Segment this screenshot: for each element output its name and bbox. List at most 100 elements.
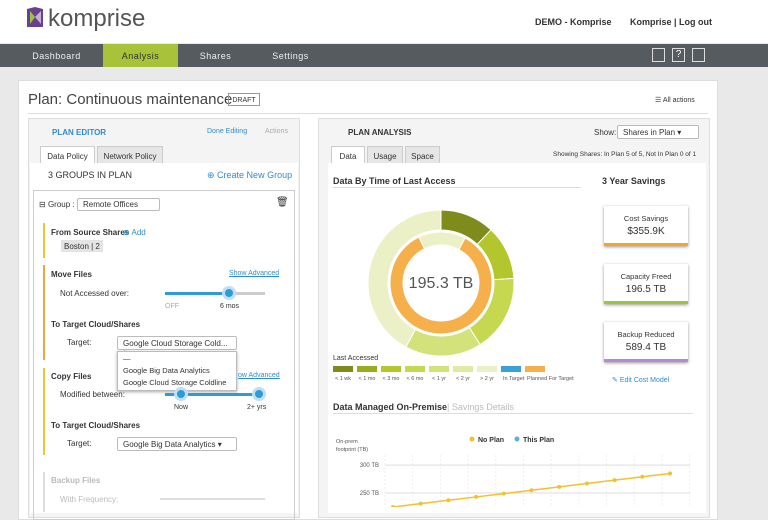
range-min: Now [174, 404, 189, 411]
tab[interactable]: Usage [367, 146, 403, 163]
savings-card [604, 206, 688, 246]
savings-title: 3 Year Savings [602, 176, 666, 186]
point [640, 474, 645, 479]
card-value: 196.5 TB [625, 284, 667, 295]
point [418, 501, 423, 506]
point [474, 494, 479, 499]
donut-segment [367, 209, 442, 348]
show-advanced[interactable]: ow Advanced [238, 372, 280, 379]
group-label-text: Group [47, 200, 71, 209]
actions[interactable]: Actions [265, 128, 288, 135]
section-bar [43, 368, 45, 455]
tab[interactable]: Space [405, 146, 440, 163]
nav-item[interactable]: Shares [199, 51, 232, 61]
frequency: With Frequency: [60, 495, 119, 504]
dropdown-option[interactable]: — [123, 354, 131, 363]
legend-dot [469, 436, 475, 442]
trash-icon[interactable]: 🗑 [276, 197, 289, 208]
done-editing[interactable]: Done Editing [207, 128, 248, 135]
legend-label: < 3 mo [383, 376, 400, 382]
slider-min: OFF [165, 303, 179, 310]
card-label: Cost Savings [623, 214, 669, 223]
target-select[interactable]: Google Cloud Storage Cold... ▾ [117, 336, 237, 357]
user-menu[interactable]: Komprise | Log out [630, 17, 713, 27]
help-icon[interactable]: ? [672, 48, 685, 62]
showing-text: Showing Shares: In Plan 5 of 5, Not In P… [553, 151, 697, 158]
legend-swatch [429, 366, 449, 372]
legend-swatch [453, 366, 473, 372]
backup-files: Backup Files [51, 476, 101, 485]
tab[interactable]: Data Policy [40, 146, 95, 163]
slider-fill [165, 292, 229, 295]
savings-details[interactable]: | Savings Details [447, 402, 514, 412]
nav-item[interactable]: Settings [272, 51, 309, 61]
plan-title: Plan: Continuous maintenance [28, 91, 233, 108]
legend-label: No Plan [478, 437, 504, 444]
modified-between: Modified between: [60, 390, 125, 399]
range-knob[interactable] [174, 387, 188, 401]
card-label: Capacity Freed [620, 272, 672, 281]
legend-label: < 2 yr [456, 376, 470, 382]
chat-icon[interactable] [692, 48, 705, 62]
edit-cost-model[interactable]: ✎ Edit Cost Model [612, 377, 670, 384]
show-advanced[interactable]: Show Advanced [229, 270, 280, 277]
y-axis-label: footprint (TB) [336, 447, 368, 453]
status-badge: DRAFT [228, 93, 260, 106]
add-share[interactable]: ⊕ Add [123, 228, 146, 237]
dropdown-option[interactable]: Google Big Data Analytics [123, 366, 210, 375]
y-axis-label: On-prem [336, 439, 358, 445]
card-value: $355.9K [627, 226, 665, 237]
group-label: ⊟ Group : [39, 200, 75, 209]
group-name-input[interactable]: Remote Offices [77, 198, 160, 211]
all-actions[interactable]: ☰ All actions [655, 97, 695, 104]
section-bar [43, 265, 45, 360]
line-title: Data Managed On-Premise [333, 402, 448, 412]
share-chip: Boston | 2 [61, 240, 103, 252]
slider-knob[interactable] [222, 286, 236, 300]
legend-label: < 6 mo [407, 376, 424, 382]
savings-card [604, 322, 688, 362]
bell-icon[interactable] [652, 48, 665, 62]
savings-details-text: Savings Details [451, 402, 514, 412]
header [0, 0, 768, 43]
slider-track [160, 498, 265, 500]
y-tick-label: 300 TB [360, 463, 379, 469]
dropdown-option[interactable]: Google Cloud Storage Coldline [123, 378, 227, 387]
divider [333, 187, 581, 188]
show-select[interactable]: Shares in Plan ▾ [617, 125, 699, 139]
point [501, 491, 506, 496]
point [584, 481, 589, 486]
range-max: 2+ yrs [247, 404, 267, 411]
legend-swatch [405, 366, 425, 372]
legend-title: Last Accessed [333, 355, 378, 362]
copy-files: Copy Files [51, 372, 92, 381]
show-label: Show: [594, 128, 617, 137]
target-value: Google Big Data Analytics [123, 440, 216, 449]
nav-item[interactable]: Dashboard [32, 51, 81, 61]
legend-swatch [333, 366, 353, 372]
tab[interactable]: Network Policy [97, 146, 163, 163]
to-target: To Target Cloud/Shares [51, 421, 141, 430]
section-bar [43, 223, 45, 258]
not-accessed: Not Accessed over: [60, 289, 129, 298]
all-actions-text: All actions [662, 97, 695, 104]
tab[interactable]: Data [331, 146, 365, 163]
create-group[interactable]: ⊕ Create New Group [207, 170, 293, 180]
create-group-text: Create New Group [217, 170, 293, 180]
to-target: To Target Cloud/Shares [51, 320, 141, 329]
legend-swatch [525, 366, 545, 372]
nav-item[interactable]: Analysis [103, 44, 178, 67]
add-text: Add [131, 228, 146, 237]
legend-dot [514, 436, 520, 442]
legend-label: < 1 yr [432, 376, 446, 382]
range-knob[interactable] [252, 387, 266, 401]
target-label: Target: [67, 338, 92, 347]
donut-title: Data By Time of Last Access [333, 176, 456, 186]
legend-label: > 2 yr [480, 376, 494, 382]
y-tick-label: 250 TB [360, 491, 379, 497]
slider-value: 6 mos [220, 303, 240, 310]
target-select[interactable]: Google Big Data Analytics ▾ [117, 437, 237, 451]
move-files: Move Files [51, 270, 92, 279]
point [529, 488, 534, 493]
